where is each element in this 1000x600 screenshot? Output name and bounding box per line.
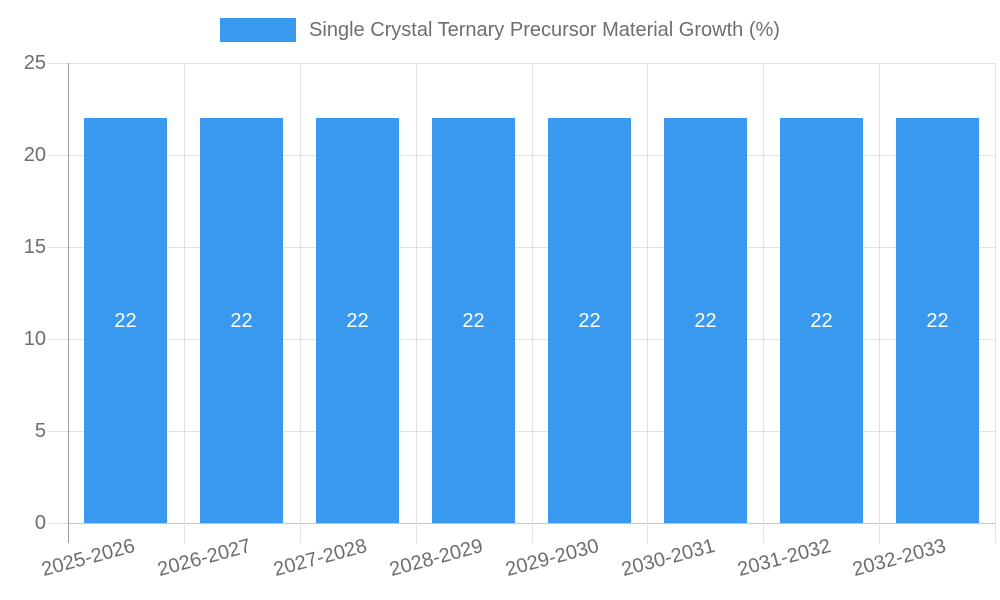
bar-value-label: 22	[114, 310, 137, 332]
x-tick-label: 2025-2026	[39, 535, 138, 582]
y-tick-mark	[48, 339, 68, 340]
bar-value-label: 22	[346, 310, 369, 332]
bar	[432, 118, 515, 523]
x-axis-baseline	[68, 523, 995, 524]
y-axis-line	[68, 63, 69, 543]
bar	[780, 118, 863, 523]
x-tick-label: 2031-2032	[734, 535, 833, 582]
legend-item[interactable]: Single Crystal Ternary Precursor Materia…	[220, 18, 780, 42]
bar	[548, 118, 631, 523]
bar-value-label: 22	[578, 310, 601, 332]
x-tick-label: 2027-2028	[271, 535, 370, 582]
x-tick-label: 2032-2033	[850, 535, 949, 582]
y-tick-label: 0	[34, 512, 46, 534]
y-tick-label: 20	[23, 144, 46, 166]
x-tick-label: 2028-2029	[387, 535, 486, 582]
v-gridline	[763, 63, 764, 543]
bar-value-label: 22	[230, 310, 253, 332]
chart-legend: Single Crystal Ternary Precursor Materia…	[0, 18, 1000, 42]
v-gridline	[879, 63, 880, 543]
v-gridline	[300, 63, 301, 543]
bar	[200, 118, 283, 523]
h-gridline	[68, 247, 995, 248]
y-tick-mark	[48, 431, 68, 432]
y-tick-mark	[48, 523, 68, 524]
v-gridline	[532, 63, 533, 543]
bar	[664, 118, 747, 523]
v-gridline	[416, 63, 417, 543]
bar	[316, 118, 399, 523]
bar-value-label: 22	[694, 310, 717, 332]
bar	[896, 118, 979, 523]
v-gridline	[647, 63, 648, 543]
h-gridline	[68, 339, 995, 340]
y-tick-mark	[48, 63, 68, 64]
h-gridline	[68, 431, 995, 432]
bar-value-label: 22	[810, 310, 833, 332]
x-tick-label: 2030-2031	[618, 535, 718, 582]
y-tick-label: 25	[23, 52, 46, 74]
bar	[84, 118, 167, 523]
legend-series-label: Single Crystal Ternary Precursor Materia…	[309, 18, 780, 41]
y-tick-label: 10	[23, 328, 46, 350]
y-tick-label: 15	[23, 236, 46, 258]
bar-value-label: 22	[462, 310, 485, 332]
y-tick-mark	[48, 247, 68, 248]
x-tick-label: 2026-2027	[155, 535, 254, 582]
h-gridline	[68, 155, 995, 156]
v-gridline	[995, 63, 996, 543]
h-gridline	[68, 63, 995, 64]
y-tick-mark	[48, 155, 68, 156]
bar-value-label: 22	[926, 310, 949, 332]
v-gridline	[184, 63, 185, 543]
legend-color-swatch	[220, 18, 297, 42]
x-tick-label: 2029-2030	[503, 535, 602, 582]
y-tick-label: 5	[34, 420, 46, 442]
